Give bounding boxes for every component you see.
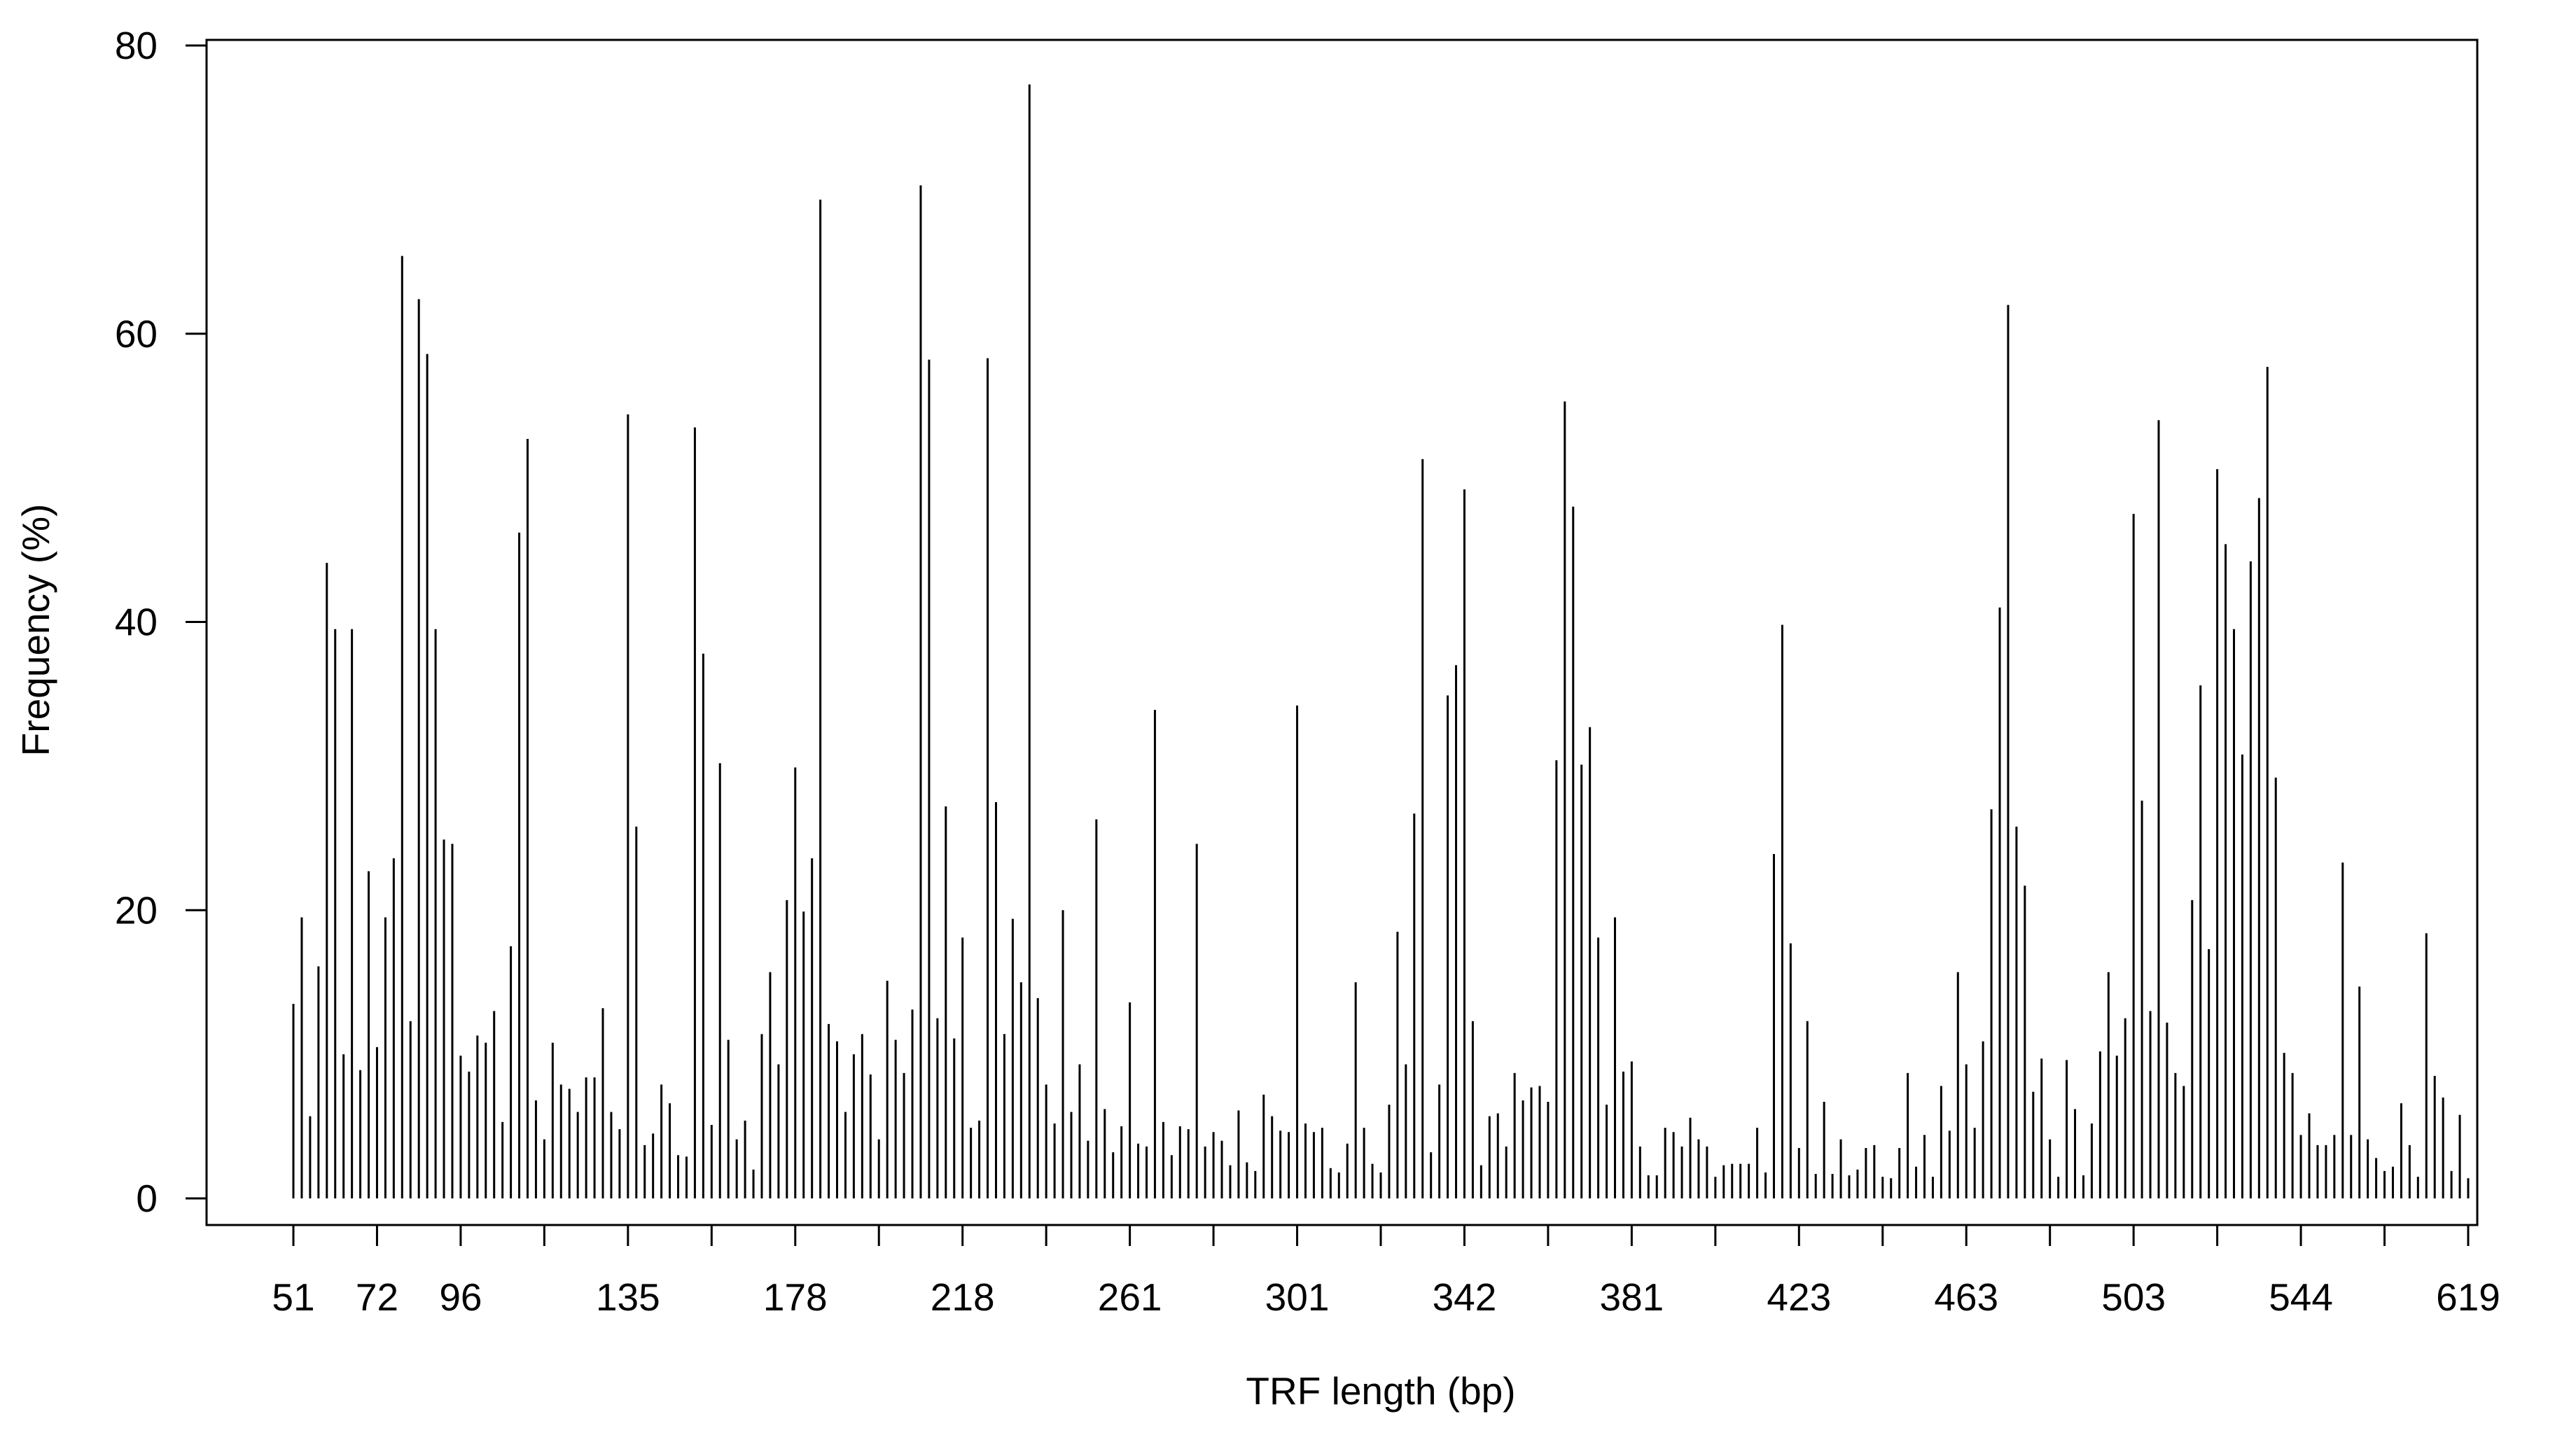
x-tick-label-3: 135 — [596, 1275, 660, 1319]
x-tick-label-14: 619 — [2436, 1275, 2500, 1319]
x-tick-label-9: 381 — [1599, 1275, 1664, 1319]
y-tick-label-3: 60 — [115, 312, 158, 356]
x-tick-label-11: 463 — [1934, 1275, 1998, 1319]
y-tick-label-2: 40 — [115, 601, 158, 644]
y-axis: 0 20 40 60 80 — [115, 24, 207, 1220]
x-tick-label-8: 342 — [1433, 1275, 1497, 1319]
bars — [292, 84, 2470, 1198]
x-axis-title: TRF length (bp) — [1246, 1369, 1515, 1413]
x-axis: 51 72 96 135 178 218 261 301 342 381 423 463 503 544 6… — [272, 1225, 2500, 1319]
y-axis-title: Frequency (%) — [14, 504, 57, 757]
y-tick-label-4: 80 — [115, 24, 158, 67]
x-tick-label-4: 178 — [763, 1275, 828, 1319]
y-tick-label-0: 0 — [136, 1177, 158, 1220]
x-tick-label-2: 96 — [439, 1275, 482, 1319]
y-tick-label-1: 20 — [115, 888, 158, 932]
x-tick-label-1: 72 — [356, 1275, 398, 1319]
x-tick-label-6: 261 — [1098, 1275, 1162, 1319]
x-tick-label-0: 51 — [272, 1275, 314, 1319]
x-tick-label-7: 301 — [1265, 1275, 1330, 1319]
x-tick-label-12: 503 — [2101, 1275, 2166, 1319]
plot-frame — [205, 38, 2479, 1226]
x-tick-label-13: 544 — [2269, 1275, 2333, 1319]
x-tick-label-10: 423 — [1767, 1275, 1831, 1319]
x-tick-label-5: 218 — [931, 1275, 995, 1319]
